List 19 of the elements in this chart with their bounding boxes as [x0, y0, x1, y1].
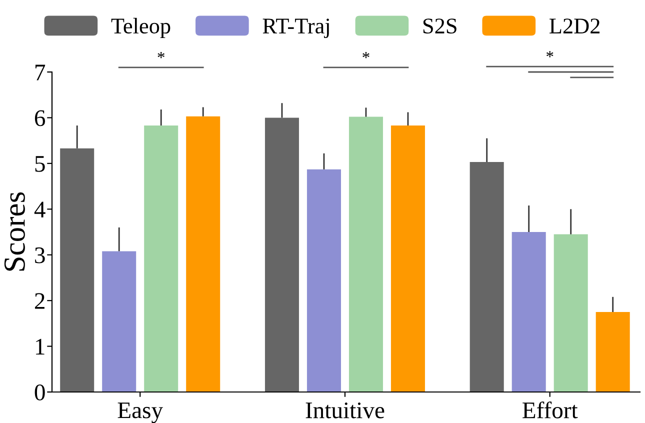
y-tick-label: 6 [34, 110, 46, 126]
legend-label: RT-Traj [262, 18, 329, 38]
x-tick-label: Intuitive [306, 402, 384, 418]
x-tick-label: Effort [522, 401, 578, 418]
y-tick-label: 0 [34, 384, 45, 400]
text: * [362, 52, 370, 58]
y-tick-label: 1 [36, 338, 44, 354]
y-tick-label: 7 [36, 64, 46, 80]
text: * [158, 52, 164, 58]
legend-label: S2S [423, 18, 456, 34]
text: * [546, 51, 554, 58]
legend-label: Teleop [111, 18, 170, 38]
y-tick-label: 3 [35, 247, 45, 264]
y-axis-title: Scores [4, 192, 25, 271]
legend-label: L2D2 [550, 18, 600, 34]
y-tick-label: 5 [35, 156, 45, 172]
x-tick-label: Easy [118, 402, 163, 423]
y-tick-label: 2 [34, 293, 44, 309]
y-tick-label: 4 [34, 202, 46, 218]
